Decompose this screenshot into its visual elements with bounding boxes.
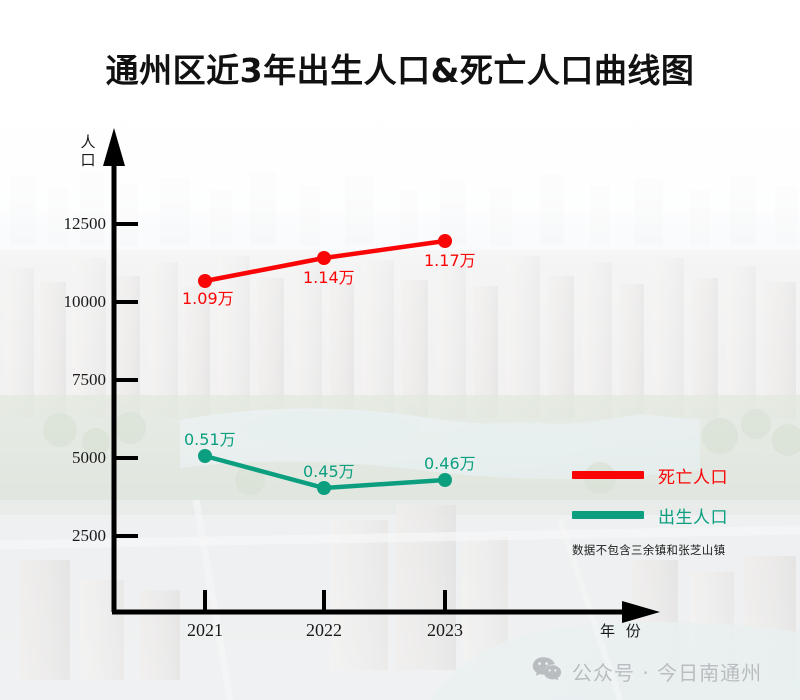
data-point-death-2021 [198, 274, 212, 288]
y-axis-title: 人口 [80, 133, 96, 169]
data-point-birth-2021 [198, 449, 212, 463]
x-axis [112, 590, 660, 623]
x-tick-label-2023: 2023 [427, 620, 463, 640]
data-label-birth-2023: 0.46万 [424, 454, 476, 473]
legend-label-death: 死亡人口 [658, 467, 728, 488]
data-label-birth-2022: 0.45万 [303, 462, 355, 481]
x-axis-title: 年 份 [600, 622, 644, 640]
x-tick-label-2021: 2021 [187, 620, 223, 640]
y-tick-label-10000: 10000 [63, 292, 107, 311]
legend-item-birth[interactable]: 出生人口 [572, 495, 728, 535]
legend-item-death[interactable]: 死亡人口 [572, 455, 728, 495]
y-axis [103, 128, 138, 612]
data-label-death-2023: 1.17万 [424, 251, 476, 270]
series-death-line [198, 234, 452, 288]
x-tick-label-2022: 2022 [306, 620, 342, 640]
y-tick-label-7500: 7500 [72, 370, 106, 389]
data-label-death-2022: 1.14万 [303, 268, 355, 287]
watermark-text: 公众号 · 今日南通州 [572, 661, 763, 685]
data-point-death-2022 [317, 251, 331, 265]
wechat-icon [532, 656, 562, 687]
y-tick-label-5000: 5000 [72, 448, 106, 467]
y-tick-label-12500: 12500 [63, 214, 107, 233]
chart-footnote: 数据不包含三余镇和张芝山镇 [572, 543, 726, 557]
data-label-birth-2021: 0.51万 [184, 430, 236, 449]
watermark: 公众号 · 今日南通州 [532, 656, 762, 687]
legend-swatch-birth [572, 511, 644, 519]
legend: 死亡人口 出生人口 [572, 455, 728, 535]
legend-label-birth: 出生人口 [658, 507, 728, 528]
data-label-death-2021: 1.09万 [182, 289, 234, 308]
data-point-death-2023 [438, 234, 452, 248]
data-point-birth-2023 [438, 473, 452, 487]
page-title: 通州区近3年出生人口&死亡人口曲线图 [105, 51, 695, 90]
legend-swatch-death [572, 471, 644, 479]
data-point-birth-2022 [317, 481, 331, 495]
y-tick-label-2500: 2500 [72, 526, 106, 545]
series-birth-line [198, 449, 452, 495]
